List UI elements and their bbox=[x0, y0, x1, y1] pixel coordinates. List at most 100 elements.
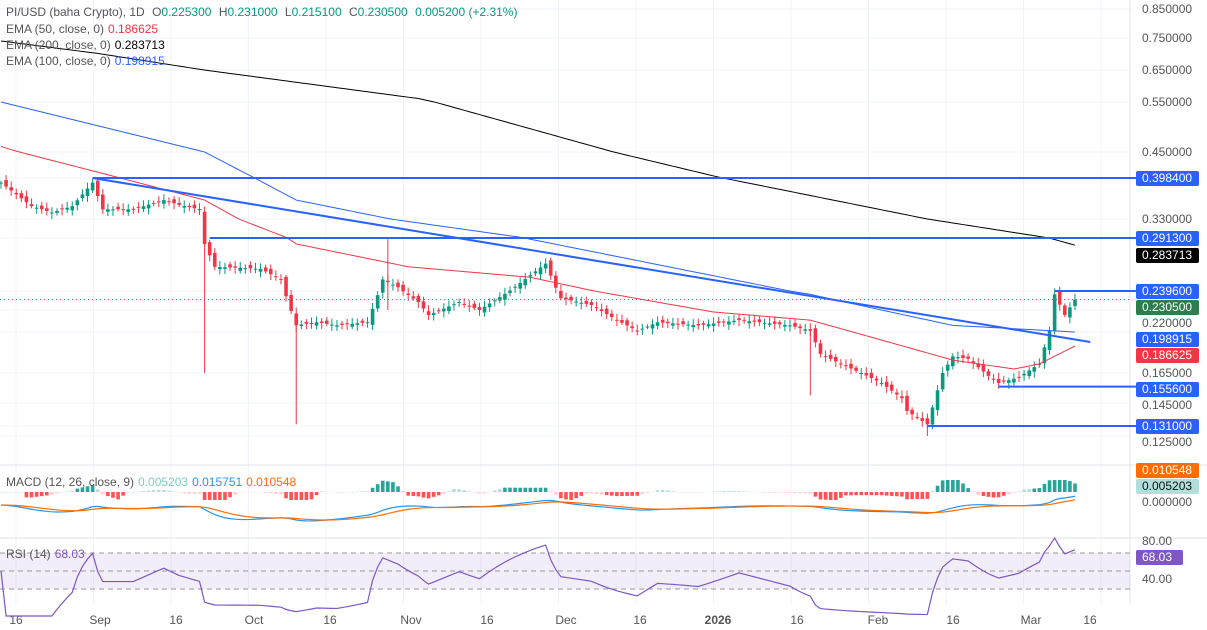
macd-histogram-bar bbox=[1037, 488, 1042, 492]
macd-histogram-bar bbox=[915, 492, 919, 500]
candle-body bbox=[426, 311, 431, 316]
rsi-legend[interactable]: RSI (14) 68.03 bbox=[6, 547, 85, 561]
level-price-label-bg bbox=[1136, 382, 1199, 397]
macd-histogram-bar bbox=[268, 492, 273, 494]
candle-body bbox=[864, 373, 869, 376]
rsi-value-label-bg bbox=[1136, 550, 1183, 565]
price-tick-label: 0.850000 bbox=[1142, 2, 1192, 16]
candle-body bbox=[1001, 380, 1006, 382]
macd-histogram-bar bbox=[905, 492, 909, 500]
macd-histogram-bar bbox=[727, 491, 731, 492]
macd-histogram-bar bbox=[279, 492, 283, 495]
candle-body bbox=[457, 302, 461, 304]
level-price-label: 0.131000 bbox=[1142, 419, 1192, 433]
macd-histogram-bar bbox=[386, 481, 390, 492]
candle-body bbox=[940, 373, 945, 390]
ohlc-open: O0.225300 bbox=[152, 5, 211, 19]
candle-body bbox=[111, 209, 115, 211]
candle-body bbox=[406, 293, 410, 295]
macd-histogram-bar bbox=[207, 492, 212, 500]
candle-body bbox=[162, 200, 166, 204]
candle-body bbox=[813, 328, 818, 343]
macd-histogram-bar bbox=[111, 492, 115, 498]
candle-body bbox=[19, 193, 24, 199]
price-tick-label: 0.750000 bbox=[1142, 31, 1192, 45]
macd-zero-label: 0.000000 bbox=[1142, 495, 1192, 509]
macd-histogram-bar bbox=[431, 492, 436, 497]
level-price-label: 0.398400 bbox=[1142, 171, 1192, 185]
macd-histogram-bar bbox=[370, 487, 375, 492]
macd-histogram-bar bbox=[584, 492, 589, 494]
level-price-label: 0.155600 bbox=[1142, 382, 1192, 396]
macd-histogram-bar bbox=[187, 492, 192, 494]
candle-body bbox=[442, 308, 446, 312]
rsi-tick-label: 40.00 bbox=[1142, 572, 1172, 586]
candle-body bbox=[1027, 370, 1031, 377]
macd-histogram-bar bbox=[859, 492, 864, 496]
candle-body bbox=[925, 418, 930, 425]
ema50-line bbox=[0, 146, 1076, 370]
macd-histogram-bar bbox=[223, 492, 227, 500]
macd-histogram-bar bbox=[319, 491, 324, 492]
candle-body bbox=[350, 323, 355, 327]
price-tick-label: 0.650000 bbox=[1142, 63, 1192, 77]
macd-histogram-bar bbox=[70, 490, 75, 492]
macd-histogram-bar bbox=[90, 485, 95, 492]
candle-body bbox=[29, 204, 34, 207]
candle-body bbox=[34, 207, 39, 209]
ema200-legend[interactable]: EMA (200, close, 0) 0.283713 bbox=[6, 38, 165, 52]
macd-histogram-bar bbox=[14, 492, 19, 493]
ema100-label: EMA (100, close, 0) bbox=[6, 54, 111, 68]
macd-histogram-bar bbox=[503, 487, 507, 492]
price-tick-label: 0.145000 bbox=[1142, 398, 1192, 412]
ema100-value: 0.198915 bbox=[114, 54, 165, 68]
candle-body bbox=[101, 194, 105, 210]
macd-histogram-bar bbox=[798, 492, 802, 494]
date-tick-label: 16 bbox=[9, 613, 23, 627]
candle-body bbox=[905, 395, 909, 411]
ema100-legend[interactable]: EMA (100, close, 0) 0.198915 bbox=[6, 54, 165, 68]
candle-body bbox=[808, 329, 813, 331]
macd-histogram-bar bbox=[645, 492, 650, 494]
candle-body bbox=[498, 297, 502, 301]
trendline bbox=[92, 177, 1091, 343]
macd-histogram-bar bbox=[966, 488, 970, 492]
candle-body bbox=[314, 322, 319, 326]
candle-body bbox=[594, 307, 599, 309]
rsi-value: 68.03 bbox=[54, 547, 85, 561]
macd-histogram-bar bbox=[396, 486, 400, 492]
candle-body bbox=[803, 329, 808, 331]
macd-histogram-bar bbox=[233, 492, 237, 495]
candle-body bbox=[961, 355, 965, 359]
candle-body bbox=[131, 208, 136, 210]
ohlc-high: H0.231000 bbox=[219, 5, 278, 19]
date-tick-label: Dec bbox=[555, 613, 576, 627]
macd-histogram-bar bbox=[406, 492, 410, 496]
rsi-value-label: 68.03 bbox=[1142, 550, 1172, 564]
candle-body bbox=[482, 306, 487, 313]
candle-body bbox=[243, 268, 248, 270]
macd-legend[interactable]: MACD (12, 26, close, 9) 0.005203 0.015751 0… bbox=[6, 475, 296, 489]
date-tick-label: Nov bbox=[400, 613, 421, 627]
candle-body bbox=[492, 300, 497, 302]
candle-body bbox=[65, 207, 69, 210]
macd-histogram-bar bbox=[477, 492, 482, 494]
macd-histogram-bar bbox=[945, 480, 950, 492]
macd-histogram-bar bbox=[39, 492, 44, 497]
macd-histogram-bar bbox=[671, 491, 675, 492]
macd-histogram-bar bbox=[212, 492, 217, 500]
candle-body bbox=[228, 264, 232, 268]
candle-body bbox=[233, 266, 237, 268]
candle-body bbox=[935, 390, 940, 411]
macd-histogram-bar bbox=[1007, 492, 1011, 495]
candle-body bbox=[136, 206, 141, 208]
candle-body bbox=[818, 343, 823, 354]
candle-body bbox=[1063, 305, 1067, 316]
ema50-legend[interactable]: EMA (50, close, 0) 0.186625 bbox=[6, 22, 158, 36]
candle-body bbox=[513, 286, 517, 288]
candle-body bbox=[1068, 307, 1072, 318]
macd-histogram-bar bbox=[156, 489, 161, 492]
candle-body bbox=[584, 300, 589, 304]
